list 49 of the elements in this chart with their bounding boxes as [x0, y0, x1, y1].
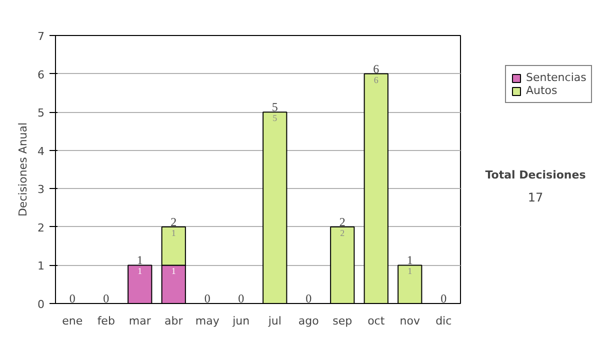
x-tick-label: jun — [232, 314, 250, 328]
x-tick-label: jul — [267, 314, 282, 328]
y-tick-label: 2 — [38, 221, 44, 234]
y-tick-label: 4 — [38, 144, 44, 158]
total-label: 1 — [406, 253, 413, 268]
x-tick-label: sep — [332, 314, 352, 328]
y-tick-label: 6 — [38, 68, 44, 82]
text: 17 — [528, 190, 544, 204]
bar — [398, 264, 422, 304]
data-label: 1 — [138, 266, 142, 276]
legend-label: Autos — [526, 84, 558, 97]
total-label: 0 — [306, 292, 312, 306]
total-label: 0 — [103, 292, 110, 306]
y-tick-label: 3 — [38, 183, 44, 196]
total-label: 2 — [339, 214, 346, 229]
x-tick-label: feb — [97, 314, 115, 328]
data-label: 1 — [171, 228, 176, 238]
total-label: 0 — [440, 292, 447, 306]
total-label: 6 — [373, 62, 380, 76]
x-tick-label: ago — [298, 314, 320, 328]
data-label: 1 — [408, 266, 412, 276]
x-tick-label: nov — [400, 314, 420, 328]
total-label: 1 — [136, 253, 143, 268]
bar — [128, 264, 152, 304]
x-tick-label: abr — [164, 314, 184, 328]
legend-label: Sentencias — [526, 71, 586, 84]
x-tick-label: ene — [62, 314, 83, 328]
y-tick-label: 7 — [38, 30, 44, 43]
bar — [330, 226, 355, 304]
y-tick-label: 0 — [38, 298, 44, 311]
data-label: 5 — [272, 113, 278, 124]
y-tick-label: 5 — [38, 106, 44, 120]
x-tick-label: dic — [436, 314, 452, 328]
text: Total Decisiones — [485, 168, 586, 182]
y-axis-title: Decisiones Anual — [16, 122, 30, 217]
data-label: 2 — [340, 228, 345, 238]
bar — [262, 112, 288, 304]
data-label: 1 — [171, 266, 176, 276]
bar — [364, 73, 388, 304]
x-tick-label: oct — [368, 314, 386, 328]
total-label: 2 — [170, 214, 177, 229]
x-tick-label: may — [195, 314, 220, 328]
data-label: 6 — [374, 74, 379, 85]
total-label: 5 — [272, 100, 278, 114]
y-tick-label: 1 — [38, 260, 44, 273]
total-label: 0 — [204, 292, 210, 306]
x-tick-label: mar — [128, 314, 152, 328]
total-label: 0 — [238, 292, 244, 306]
total-label: 0 — [69, 292, 76, 306]
